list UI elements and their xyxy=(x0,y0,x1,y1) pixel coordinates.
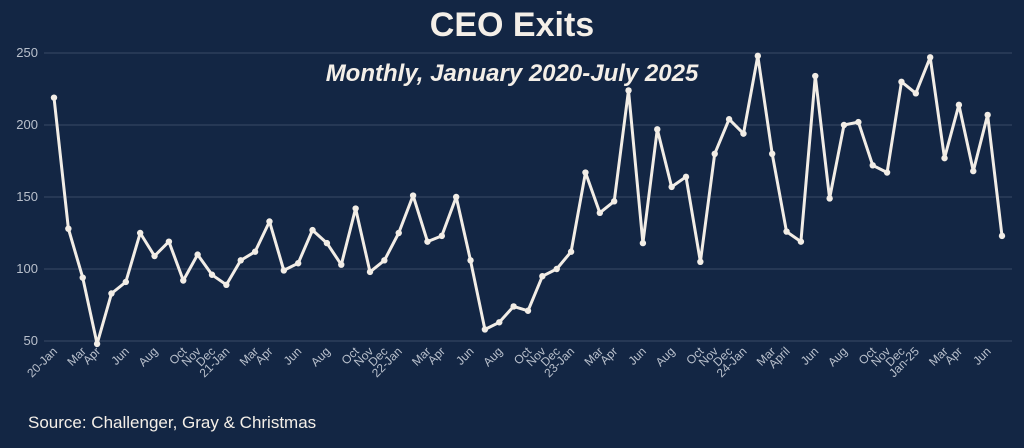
x-tick-label: 20-Jan xyxy=(24,344,60,380)
y-axis: 50 100 150 200 250 xyxy=(16,45,38,348)
x-tick-label: Jun xyxy=(970,344,994,368)
data-point xyxy=(467,257,474,264)
data-point xyxy=(912,90,920,97)
data-point xyxy=(352,205,359,212)
data-point xyxy=(309,226,316,234)
data-point xyxy=(797,238,805,245)
chart-title: CEO Exits xyxy=(429,6,595,44)
data-point xyxy=(438,232,446,240)
data-point xyxy=(582,169,589,176)
data-point xyxy=(395,229,402,237)
data-point xyxy=(151,252,158,260)
x-tick-label: Apr xyxy=(597,344,620,367)
x-tick-label: Aug xyxy=(136,344,161,369)
x-tick-label: Apr xyxy=(252,344,275,367)
data-point xyxy=(424,238,431,245)
data-point xyxy=(323,239,331,247)
data-point xyxy=(955,101,963,109)
y-tick-label: 50 xyxy=(24,333,38,348)
x-tick-label: Apr xyxy=(425,344,448,367)
source-note: Source: Challenger, Gray & Christmas xyxy=(28,413,317,432)
data-point xyxy=(711,150,718,157)
data-point xyxy=(165,238,173,245)
data-point xyxy=(122,278,130,286)
data-point xyxy=(366,268,374,276)
data-point xyxy=(826,195,833,202)
data-point xyxy=(567,248,575,255)
y-tick-label: 200 xyxy=(16,117,38,132)
x-tick-label: Aug xyxy=(480,344,505,369)
x-tick-label: Aug xyxy=(308,344,333,369)
data-point xyxy=(496,319,503,326)
data-point xyxy=(740,130,747,137)
data-point xyxy=(941,154,948,162)
data-point xyxy=(280,267,288,274)
chart-subtitle: Monthly, January 2020-July 2025 xyxy=(325,60,699,87)
data-point xyxy=(381,257,388,264)
x-tick-label: Jun xyxy=(798,344,822,368)
x-tick-label: Apr xyxy=(80,344,103,367)
x-tick-label: Jun xyxy=(108,344,132,368)
data-point xyxy=(180,277,187,284)
data-point xyxy=(452,193,460,201)
data-points xyxy=(50,52,1006,348)
data-point xyxy=(481,326,489,333)
data-point xyxy=(524,307,532,314)
data-point xyxy=(510,303,517,310)
data-point xyxy=(625,87,632,94)
data-point xyxy=(682,173,690,181)
data-point xyxy=(266,218,273,225)
data-point xyxy=(251,248,259,255)
data-point xyxy=(93,340,101,348)
y-tick-label: 150 xyxy=(16,189,38,204)
data-point xyxy=(840,121,848,129)
data-point xyxy=(79,274,86,281)
data-point xyxy=(539,273,546,280)
data-point xyxy=(754,52,762,60)
data-point xyxy=(596,209,604,217)
grid-lines xyxy=(44,52,1012,342)
data-point xyxy=(883,169,891,176)
data-point xyxy=(223,281,230,289)
data-point xyxy=(409,192,417,199)
data-point xyxy=(970,167,977,175)
data-point xyxy=(869,162,876,169)
x-tick-label: Jun xyxy=(281,344,305,368)
data-point xyxy=(783,228,790,235)
data-point xyxy=(668,183,675,191)
data-point xyxy=(610,198,618,205)
data-point xyxy=(237,257,244,264)
data-point xyxy=(812,72,819,80)
data-point xyxy=(639,239,647,247)
data-point xyxy=(768,150,776,157)
data-point xyxy=(697,258,704,265)
y-tick-label: 100 xyxy=(16,261,38,276)
data-point xyxy=(984,111,991,119)
data-point xyxy=(50,94,58,101)
y-tick-label: 250 xyxy=(16,45,38,60)
data-point xyxy=(998,232,1006,240)
data-point xyxy=(294,260,302,267)
x-tick-label: Aug xyxy=(825,344,850,369)
series-line xyxy=(52,54,1004,346)
data-point xyxy=(338,261,345,268)
data-point xyxy=(65,225,72,232)
x-tick-label: Apr xyxy=(942,344,965,367)
data-point xyxy=(553,265,560,273)
data-point xyxy=(898,78,905,86)
data-point xyxy=(194,251,201,258)
data-point xyxy=(725,116,733,123)
x-tick-label: Jun xyxy=(453,344,477,368)
x-tick-label: Jun xyxy=(625,344,649,368)
data-point xyxy=(136,229,144,237)
data-point xyxy=(108,290,115,297)
data-point xyxy=(654,126,661,133)
data-point xyxy=(926,54,934,61)
data-point xyxy=(855,118,862,126)
x-tick-label: Aug xyxy=(653,344,678,369)
data-point xyxy=(208,271,216,278)
